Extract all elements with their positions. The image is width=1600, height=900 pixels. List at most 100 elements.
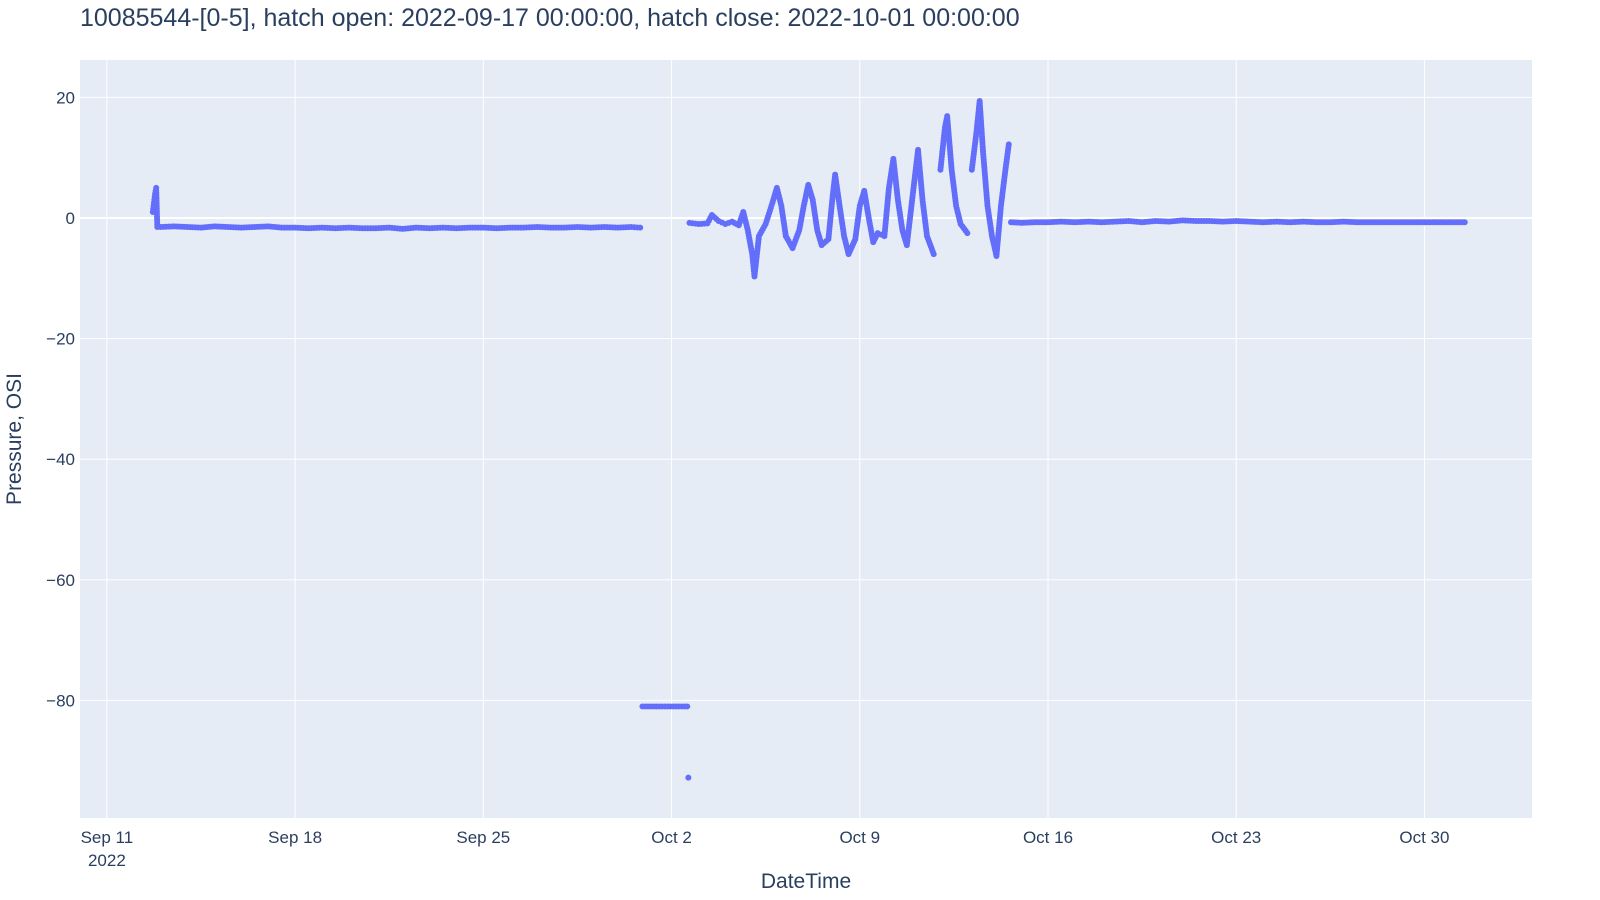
data-point [865,212,872,219]
data-point [647,703,654,710]
data-point [744,224,751,231]
y-tick-label: 0 [66,209,75,228]
data-point [962,227,969,234]
data-point [558,224,565,231]
data-point [670,703,677,710]
data-point [195,224,202,231]
data-point [1096,219,1103,226]
data-point [410,224,417,231]
data-point [302,225,309,232]
data-point [504,224,511,231]
data-point [249,224,256,231]
data-point [885,187,892,194]
y-axis-ticks: 20 0 −20 −40 −60 −80 [46,88,75,710]
data-point [851,238,858,245]
data-point [396,225,403,232]
data-point [450,225,457,232]
data-point [1311,219,1318,226]
data-point [829,193,836,200]
x-tick-label: Oct 16 [1023,828,1073,847]
x-tick-label: Sep 18 [268,828,322,847]
data-point [1203,218,1210,225]
data-point [840,230,847,237]
data-point [1069,219,1076,226]
data-point [725,219,732,226]
data-point [1257,219,1264,226]
data-point [748,248,755,255]
data-point [761,223,768,230]
data-point [1432,219,1439,226]
y-tick-label: −40 [46,450,75,469]
y-tick-label: −60 [46,571,75,590]
data-point [1378,219,1385,226]
data-point [1005,143,1012,150]
y-axis-title: Pressure, OSI [3,373,26,505]
data-point [625,224,632,231]
data-point [289,224,296,231]
data-point [1391,219,1398,226]
data-point [1418,219,1425,226]
data-point [659,703,666,710]
data-point [329,225,336,232]
data-point [1405,219,1412,226]
x-tick-label: Oct 9 [839,828,880,847]
data-point [1351,219,1358,226]
data-point [1002,169,1009,176]
x-axis-ticks: Sep 11 2022 Sep 18 Sep 25 Oct 2 Oct 9 Oct 16 Oc… [81,828,1450,870]
grid-lines [80,60,1532,818]
data-point [356,225,363,232]
data-point [634,224,641,231]
data-point [692,220,699,227]
y-tick-label: −80 [46,691,75,710]
data-point [910,187,917,194]
data-point [1136,218,1143,225]
data-point [531,224,538,231]
data-point [1324,219,1331,226]
data-point [491,225,498,232]
data-point [984,200,991,207]
data-markers [149,98,1468,781]
data-point [972,133,979,140]
data-point [1284,219,1291,226]
data-point [894,194,901,201]
data-point [423,225,430,232]
data-point [718,219,725,226]
data-point [873,232,880,239]
data-point [856,205,863,212]
chart-title: 10085544-[0-5], hatch open: 2022-09-17 0… [80,4,1020,32]
data-point [956,218,963,225]
data-point [544,224,551,231]
data-point [1109,218,1116,225]
data-point [1082,218,1089,225]
data-point [653,703,660,710]
x-tick-label: Sep 11 [81,828,134,847]
y-tick-label: 20 [56,88,75,107]
data-point [1338,218,1345,225]
data-point [988,230,995,237]
data-point [685,774,692,781]
data-point [1445,219,1452,226]
data-point [235,224,242,231]
data-point [777,200,784,207]
data-point [262,223,269,230]
data-point [675,703,682,710]
data-point [1364,219,1371,226]
data-point [343,224,350,231]
x-tick-sublabel: 2022 [88,851,126,870]
data-point [1176,217,1183,224]
data-point [517,224,524,231]
data-point [154,221,161,228]
x-axis-title: DateTime [761,870,851,893]
data-point [813,224,820,231]
data-point [316,224,323,231]
data-point [477,224,484,231]
data-point [1122,218,1129,225]
data-point [168,223,175,230]
data-point [952,200,959,207]
data-point [681,703,688,710]
data-point [612,224,619,231]
plot-area[interactable] [80,60,1532,818]
data-point [800,205,807,212]
data-point [642,703,649,710]
